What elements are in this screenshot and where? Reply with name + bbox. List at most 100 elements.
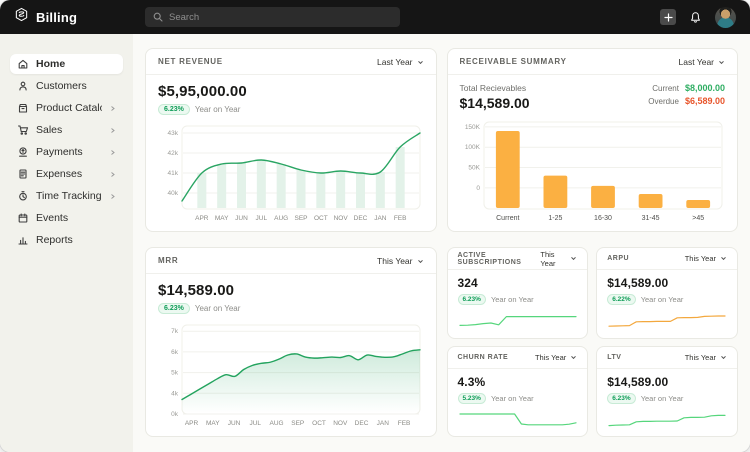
sidebar-item-time-tracking[interactable]: Time Tracking	[10, 186, 123, 206]
caret-down-icon	[720, 353, 727, 362]
caret-down-icon	[718, 57, 725, 67]
yoy-badge: 6.22%	[607, 294, 636, 305]
events-calendar-icon	[17, 212, 29, 224]
caret-down-icon	[417, 57, 424, 67]
sidebar-item-sales[interactable]: Sales	[10, 120, 123, 140]
sales-cart-icon	[17, 124, 29, 136]
topbar-actions	[660, 0, 736, 34]
time-tracking-icon	[17, 190, 29, 202]
svg-text:100K: 100K	[464, 144, 480, 151]
net-revenue-value: $5,95,000.00	[158, 83, 247, 100]
caret-down-icon	[570, 353, 577, 362]
card-title: MRR	[158, 256, 179, 265]
svg-text:42k: 42k	[168, 150, 179, 157]
main-content: NET REVENUE Last Year $5,95,000.00 6.23%…	[133, 34, 750, 452]
svg-text:150K: 150K	[464, 124, 480, 131]
add-button[interactable]	[660, 9, 676, 25]
active-subscriptions-sparkline	[458, 307, 578, 331]
card-title: ARPU	[607, 255, 630, 262]
notifications-bell-icon[interactable]	[689, 11, 702, 24]
card-title: LTV	[607, 353, 622, 361]
svg-text:JAN: JAN	[377, 420, 390, 427]
period-label: This Year	[540, 249, 556, 268]
arpu-period-dropdown[interactable]: This Year	[685, 254, 727, 263]
ltv-value: $14,589.00	[607, 374, 669, 389]
sidebar-item-expenses[interactable]: Expenses	[10, 164, 123, 184]
chevron-right-icon	[109, 193, 116, 200]
svg-text:40k: 40k	[168, 190, 179, 197]
current-label: Current	[652, 83, 679, 93]
caret-down-icon	[417, 256, 424, 266]
user-avatar[interactable]	[715, 6, 736, 28]
net-revenue-period-dropdown[interactable]: Last Year	[377, 57, 423, 67]
svg-text:JUN: JUN	[235, 215, 248, 222]
card-title: NET REVENUE	[158, 57, 223, 66]
yoy-badge: 5.23%	[457, 392, 486, 404]
yoy-caption: Year on Year	[490, 393, 534, 403]
churn-rate-card: CHURN RATE This Year 4.3% 5.23% Year on …	[446, 345, 589, 437]
overdue-label: Overdue	[648, 96, 679, 106]
chevron-right-icon	[109, 171, 116, 178]
search-bar[interactable]	[145, 7, 400, 27]
mrr-card: MRR This Year $14,589.00 6.23% Year on Y…	[145, 247, 437, 437]
churn-rate-sparkline	[458, 406, 578, 430]
total-receivables-label: Total Recievables	[459, 83, 527, 93]
svg-text:SEP: SEP	[294, 215, 307, 222]
ltv-period-dropdown[interactable]: This Year	[685, 353, 727, 362]
sidebar-item-label: Expenses	[36, 168, 83, 180]
sidebar-item-home[interactable]: Home	[10, 54, 123, 74]
caret-down-icon	[570, 254, 577, 263]
arpu-sparkline	[607, 307, 727, 331]
mrr-chart: 7k 6k 5k 4k 0k APR MAY JUN JUL AUG SEP OCT NOV DEC JAN…	[156, 320, 426, 433]
product-catalog-icon	[17, 102, 29, 114]
sidebar-item-label: Payments	[36, 146, 83, 158]
net-revenue-card: NET REVENUE Last Year $5,95,000.00 6.23%…	[145, 48, 437, 232]
current-value: $8,000.00	[684, 83, 725, 93]
svg-text:50K: 50K	[468, 165, 480, 172]
active-subscriptions-period-dropdown[interactable]: This Year	[540, 250, 577, 268]
svg-text:0: 0	[476, 185, 480, 192]
sidebar-item-events[interactable]: Events	[10, 208, 123, 228]
billing-logo-icon	[14, 7, 29, 27]
yoy-badge: 6.23%	[457, 294, 486, 305]
home-icon	[17, 58, 29, 70]
period-label: This Year	[534, 352, 567, 362]
svg-text:7k: 7k	[171, 328, 179, 335]
sidebar-item-customers[interactable]: Customers	[10, 76, 123, 96]
sidebar-item-label: Sales	[36, 124, 63, 136]
receivable-period-dropdown[interactable]: Last Year	[679, 57, 725, 67]
yoy-caption: Year on Year	[194, 304, 241, 313]
yoy-caption: Year on Year	[640, 393, 684, 403]
overdue-value: $6,589.00	[684, 96, 725, 106]
svg-text:APR: APR	[195, 215, 209, 222]
churn-rate-value: 4.3%	[457, 374, 486, 389]
svg-text:1-25: 1-25	[548, 215, 562, 222]
chevron-right-icon	[109, 105, 116, 112]
active-subscriptions-card: ACTIVE SUBSCRIPTIONS This Year 324 6.23%…	[446, 247, 589, 339]
ltv-sparkline	[607, 406, 727, 430]
svg-text:NOV: NOV	[334, 215, 349, 222]
yoy-badge: 6.23%	[607, 392, 636, 404]
sidebar: Home Customers Product Catalog Sales	[0, 34, 133, 452]
card-title: ACTIVE SUBSCRIPTIONS	[457, 251, 522, 266]
svg-text:MAY: MAY	[206, 420, 220, 427]
sidebar-item-reports[interactable]: Reports	[10, 230, 123, 250]
sidebar-item-payments[interactable]: Payments	[10, 142, 123, 162]
period-label: This Year	[684, 254, 716, 263]
svg-text:Current: Current	[496, 215, 519, 222]
search-input[interactable]	[169, 11, 392, 23]
svg-text:31-45: 31-45	[641, 215, 659, 222]
brand: Billing	[14, 7, 77, 27]
svg-text:5k: 5k	[171, 370, 179, 377]
svg-text:FEB: FEB	[398, 420, 411, 427]
chevron-right-icon	[109, 127, 116, 134]
svg-text:FEB: FEB	[394, 215, 407, 222]
churn-rate-period-dropdown[interactable]: This Year	[535, 353, 577, 362]
expenses-icon	[17, 168, 29, 180]
mrr-period-dropdown[interactable]: This Year	[377, 256, 423, 266]
sidebar-item-label: Reports	[36, 234, 73, 246]
sidebar-item-label: Events	[36, 212, 69, 224]
sidebar-item-product-catalog[interactable]: Product Catalog	[10, 98, 123, 118]
svg-text:MAY: MAY	[215, 215, 229, 222]
